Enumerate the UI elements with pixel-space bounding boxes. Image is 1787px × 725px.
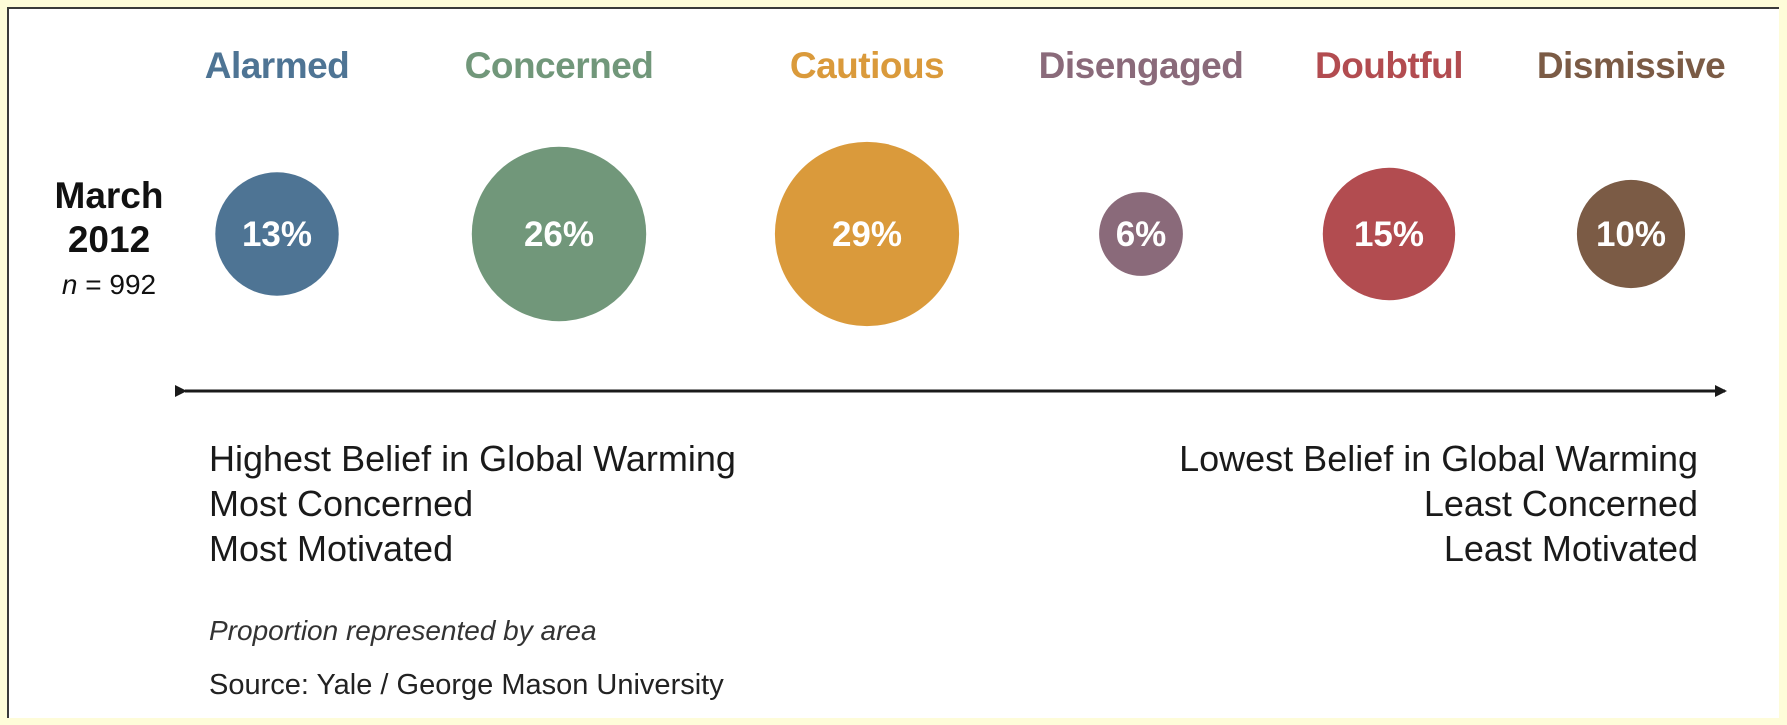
bubble-label-doubtful: 15% bbox=[1354, 215, 1424, 254]
bubble-disengaged bbox=[1099, 192, 1183, 276]
category-label-concerned: Concerned bbox=[464, 45, 654, 86]
bubble-concerned bbox=[471, 146, 647, 322]
bubble-label-dismissive: 10% bbox=[1596, 215, 1666, 254]
sample-size-value: 992 bbox=[109, 269, 157, 300]
bubble-alarmed bbox=[215, 172, 339, 296]
chart-caption: Proportion represented by area bbox=[209, 615, 597, 646]
bubble-label-disengaged: 6% bbox=[1116, 215, 1167, 254]
sample-size-label: n bbox=[61, 269, 78, 300]
category-label-dismissive: Dismissive bbox=[1536, 45, 1726, 86]
bubble-label-alarmed: 13% bbox=[242, 215, 312, 254]
chart-source: Source: Yale / George Mason University bbox=[209, 669, 724, 701]
scale-left-line-1: Highest Belief in Global Warming bbox=[209, 438, 736, 479]
sample-size: n = 992 bbox=[61, 269, 157, 300]
bubble-label-concerned: 26% bbox=[524, 215, 594, 254]
scale-left-line-2: Most Concerned bbox=[209, 483, 474, 524]
scale-left-line-3: Most Motivated bbox=[209, 528, 454, 569]
scale-right-line-2: Least Concerned bbox=[1423, 483, 1698, 524]
scale-right-line-3: Least Motivated bbox=[1443, 528, 1698, 569]
category-label-cautious: Cautious bbox=[789, 45, 945, 86]
chart-frame: Alarmed Concerned Cautious Disengaged Do… bbox=[7, 7, 1779, 718]
bubble-dismissive bbox=[1576, 179, 1686, 289]
period-year: 2012 bbox=[67, 219, 151, 260]
period-month: March bbox=[54, 175, 164, 216]
category-label-disengaged: Disengaged bbox=[1038, 45, 1244, 86]
bubble-cautious bbox=[774, 141, 960, 327]
scale-right-line-1: Lowest Belief in Global Warming bbox=[1179, 438, 1698, 479]
category-label-doubtful: Doubtful bbox=[1314, 45, 1464, 86]
category-label-alarmed: Alarmed bbox=[204, 45, 350, 86]
bubble-plot: 13% 26% 29% 6% 15% 10% bbox=[175, 141, 1727, 397]
bubble-doubtful bbox=[1322, 167, 1456, 301]
scale-left-notes: Highest Belief in Global Warming Most Co… bbox=[209, 436, 736, 571]
bubble-label-cautious: 29% bbox=[832, 215, 902, 254]
scale-right-notes: Lowest Belief in Global Warming Least Co… bbox=[1179, 436, 1698, 571]
